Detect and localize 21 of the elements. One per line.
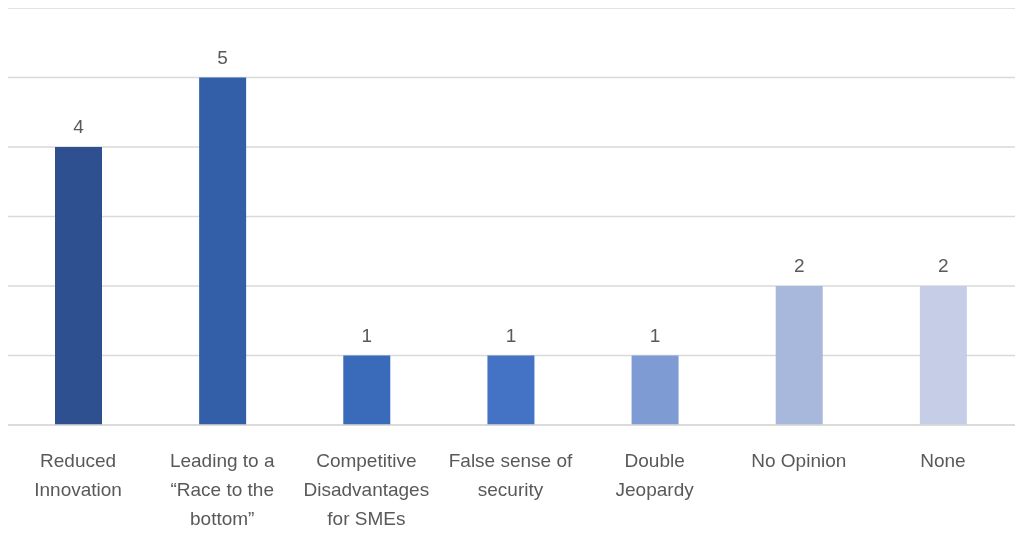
x-tick-label: None — [920, 450, 966, 471]
data-label: 2 — [793, 255, 805, 276]
data-label: 4 — [73, 116, 85, 137]
data-label: 1 — [649, 324, 661, 346]
data-label: 1 — [361, 324, 373, 346]
data-label: 1 — [505, 324, 517, 346]
bar — [343, 355, 391, 425]
data-label: 2 — [938, 255, 949, 276]
x-tick-label: Competitive Disadvantages for SMEs — [303, 450, 430, 529]
bar — [775, 286, 823, 425]
x-tick-label: Reduced Innovation — [34, 450, 122, 500]
x-tick-label: No Opinion — [751, 450, 847, 471]
x-tick-label: False sense of security — [448, 450, 573, 500]
x-tick-label: Double Jeopardy — [615, 450, 695, 500]
data-label: 5 — [217, 46, 228, 68]
bar — [631, 355, 679, 425]
bar — [55, 147, 102, 425]
bar — [199, 77, 247, 425]
x-tick-label: Leading to a “Race to the bottom” — [169, 450, 275, 529]
bar — [487, 355, 535, 425]
bar — [919, 286, 967, 425]
